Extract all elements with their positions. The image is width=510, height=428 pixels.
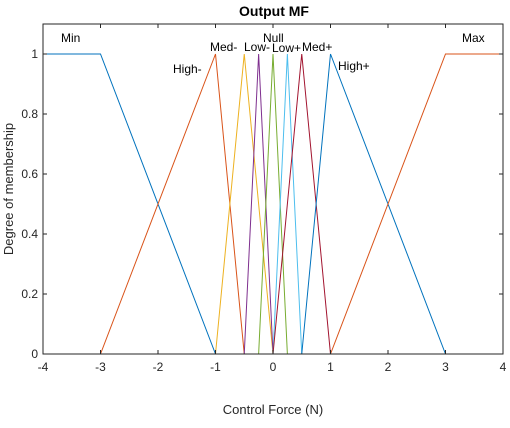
x-tick-label-0: -4: [38, 360, 49, 374]
mf-label-5: Low+: [272, 41, 301, 55]
series-line-4: [43, 53, 503, 355]
y-tick-label-1: 0.2: [21, 287, 38, 301]
mf-label-3: Low-: [244, 40, 270, 54]
mf-label-1: High-: [173, 62, 202, 76]
y-axis-ticks: 0 0.2 0.4 0.6 0.8 1: [21, 47, 503, 361]
x-tick-label-8: 4: [500, 360, 507, 374]
y-tick-label-2: 0.4: [21, 227, 38, 241]
y-tick-label-0: 0: [31, 347, 38, 361]
series-line-5: [43, 53, 503, 355]
x-tick-label-5: 1: [327, 360, 334, 374]
mf-label-0: Min: [61, 31, 80, 45]
x-tick-label-1: -3: [95, 360, 106, 374]
series-line-2: [43, 53, 503, 355]
y-axis-label: Degree of membership: [1, 123, 16, 255]
series-line-7: [43, 53, 503, 355]
chart-title: Output MF: [239, 3, 309, 19]
x-tick-label-2: -2: [153, 360, 164, 374]
x-axis-label: Control Force (N): [223, 402, 323, 417]
y-tick-label-5: 1: [31, 47, 38, 61]
x-tick-label-3: -1: [210, 360, 221, 374]
series-lines: [43, 53, 503, 355]
series-line-0: [43, 53, 503, 355]
series-line-6: [43, 53, 503, 355]
mf-label-6: Med+: [302, 40, 332, 54]
x-tick-label-7: 3: [442, 360, 449, 374]
y-tick-label-3: 0.6: [21, 167, 38, 181]
series-line-1: [43, 53, 503, 355]
x-tick-label-6: 2: [385, 360, 392, 374]
series-line-8: [43, 53, 503, 355]
x-tick-label-4: 0: [270, 360, 277, 374]
mf-label-8: Max: [462, 31, 485, 45]
plot-frame: [42, 23, 504, 355]
mf-label-2: Med-: [210, 40, 237, 54]
series-line-3: [43, 53, 503, 355]
y-tick-label-4: 0.8: [21, 107, 38, 121]
mf-label-7: High+: [338, 59, 370, 73]
mf-label-4: Null: [263, 31, 284, 45]
x-axis-ticks: -4 -3 -2 -1 0 1 2 3 4: [38, 24, 507, 374]
